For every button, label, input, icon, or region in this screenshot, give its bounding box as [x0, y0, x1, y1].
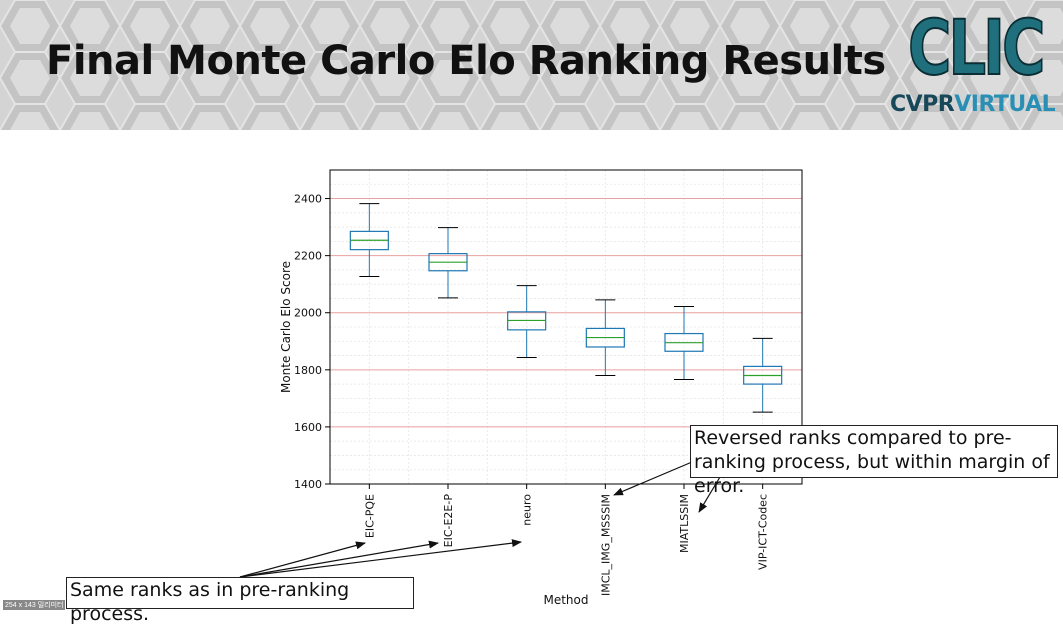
box-eic-pqe [349, 203, 389, 277]
logo-sub-accent: VIRTUAL [954, 92, 1056, 117]
logo-sub-text: CVPRVIRTUAL [890, 92, 1056, 117]
box-plot: 1400 1600 1800 2000 2200 2400 EIC-PQE EIC-E2E-P… [239, 169, 803, 607]
x-tick-label: EIC-E2E-P [442, 494, 455, 548]
callout-same-ranks: Same ranks as in pre-ranking process. [66, 577, 414, 625]
x-tick-label: VIP-ICT-Codec [757, 494, 770, 570]
y-tick-label: 2000 [294, 307, 322, 320]
box-eic-e2e-p [428, 227, 468, 299]
logo-sub-prefix: C [890, 92, 906, 117]
arrow-to-imcl [613, 461, 693, 496]
arrow-to-eic-pqe [239, 541, 366, 578]
arrow-to-neuro [239, 539, 522, 578]
x-tick-label: neuro [521, 494, 534, 526]
box-vip-ict-codec [743, 337, 783, 413]
y-tick-label: 1400 [294, 478, 322, 491]
y-tick-label: 2400 [294, 193, 322, 206]
thumbnail-size-label: 254 x 143 밀리미터 [3, 600, 66, 610]
box-imcl-img-msssim [585, 299, 625, 377]
x-tick-label: MIATLSSIM [678, 494, 691, 553]
y-axis-label: Monte Carlo Elo Score [279, 261, 293, 393]
logo-sub-mid: VPR [905, 92, 955, 117]
y-tick-label: 2200 [294, 250, 322, 263]
axis-layer: 1400 1600 1800 2000 2200 2400 EIC-PQE EIC-E2E-P… [294, 193, 770, 596]
logo-main-text: CLIC [907, 3, 1046, 92]
arrow-to-eic-e2e-p [239, 540, 439, 578]
y-tick-label: 1800 [294, 364, 322, 377]
box-neuro [507, 285, 547, 359]
callout-reversed-ranks: Reversed ranks compared to pre-ranking p… [690, 425, 1058, 497]
banner-pattern [0, 0, 1063, 130]
x-axis-label: Method [543, 593, 588, 607]
box-layer [349, 203, 783, 413]
arrow-to-miatlssim [698, 476, 721, 513]
slide-banner: Final Monte Carlo Elo Ranking Results CL… [0, 0, 1063, 130]
y-tick-label: 1600 [294, 421, 322, 434]
x-tick-label: EIC-PQE [363, 494, 376, 538]
box-miatlssim [664, 305, 704, 381]
plot-frame [329, 169, 803, 485]
clic-logo: CLIC CVPRVIRTUAL [890, 3, 1063, 125]
annotation-arrows [239, 461, 721, 578]
slide-title: Final Monte Carlo Elo Ranking Results [46, 38, 886, 84]
x-tick-label: IMCL_IMG_MSSSIM [599, 494, 612, 596]
